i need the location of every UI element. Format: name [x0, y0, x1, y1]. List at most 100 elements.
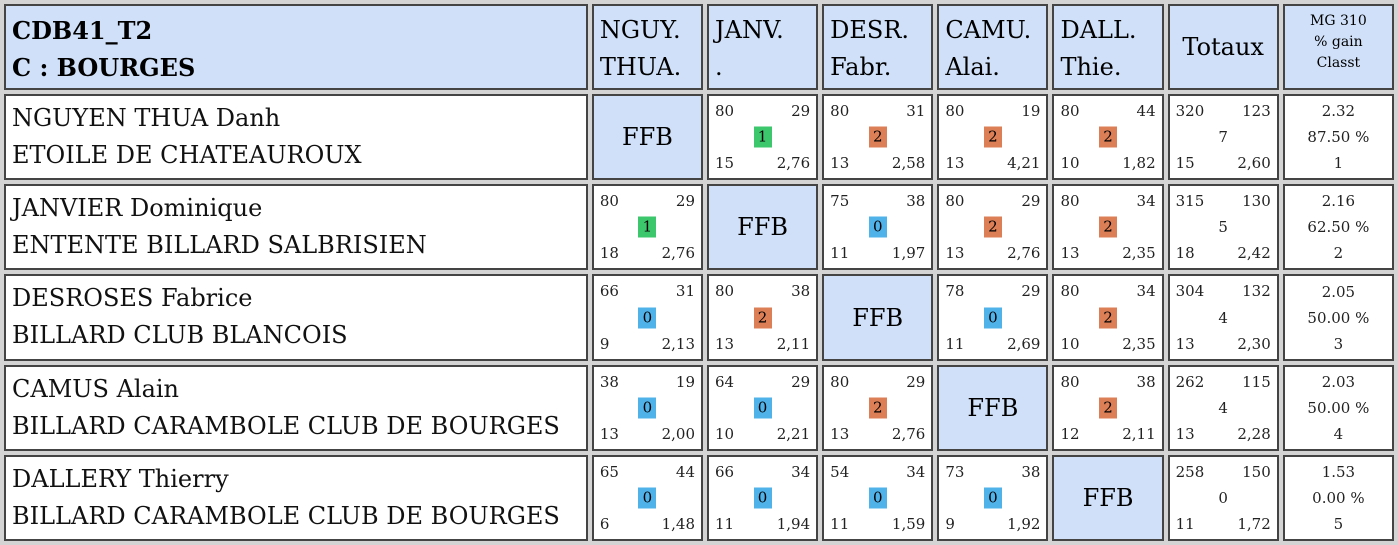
match-average: 2,76 [891, 424, 926, 443]
self-match-cell: FFB [707, 184, 819, 271]
player-club: BILLARD CLUB BLANCOIS [12, 321, 348, 350]
player-name: CAMUS Alain [12, 374, 180, 403]
match-points-badge: 2 [1099, 216, 1118, 238]
match-points-against: 38 [1136, 372, 1156, 391]
win-percentage: 0.00 % [1312, 488, 1365, 507]
player-row: NGUYEN THUA Danh ETOILE DE CHATEAUROUX FFB… [4, 94, 1394, 181]
player-club: BILLARD CARAMBOLE CLUB DE BOURGES [12, 411, 560, 440]
totals-cell: 320 123 7 15 2,60 [1167, 94, 1279, 181]
win-percent-label: % gain [1314, 34, 1363, 50]
match-average: 2,35 [1122, 334, 1156, 353]
total-points-against: 132 [1242, 282, 1271, 301]
match-points-scored: 66 [715, 462, 735, 481]
match-innings: 11 [830, 515, 850, 533]
match-result-cell: 80 19 2 13 4,21 [937, 94, 1049, 181]
match-points-badge: 0 [753, 487, 772, 509]
match-points-wrapper: 0 [824, 487, 931, 509]
match-points-scored: 78 [945, 282, 965, 301]
match-points-badge: 2 [1099, 397, 1118, 419]
win-percentage: 87.50 % [1307, 128, 1370, 147]
match-average: 2,11 [1122, 424, 1156, 443]
general-average: 2.32 [1321, 102, 1356, 121]
match-points-badge: 2 [868, 397, 887, 419]
match-points-wrapper: 2 [939, 126, 1046, 148]
column-header-line-2: Alai. [945, 53, 1000, 81]
match-innings: 13 [715, 334, 735, 353]
total-match-points: 5 [1218, 218, 1228, 237]
match-result-cell: 80 31 2 13 2,58 [822, 94, 934, 181]
match-result-cell: 80 34 2 10 2,35 [1052, 274, 1164, 361]
average-cell: 2.03 50.00 % 4 [1282, 364, 1394, 451]
match-points-badge: 0 [638, 307, 657, 329]
match-result-cell: 75 38 0 11 1,97 [822, 184, 934, 271]
player-club: BILLARD CARAMBOLE CLUB DE BOURGES [12, 501, 560, 530]
total-match-points: 7 [1218, 128, 1228, 147]
match-innings: 11 [715, 515, 735, 533]
self-match-cell: FFB [591, 94, 703, 181]
match-points-scored: 80 [945, 192, 965, 211]
match-innings: 11 [830, 244, 850, 263]
match-points-scored: 80 [1060, 102, 1080, 121]
match-result-cell: 80 38 2 12 2,11 [1052, 364, 1164, 451]
match-points-against: 31 [675, 282, 695, 301]
match-points-scored: 80 [830, 102, 850, 121]
rank: 1 [1333, 154, 1344, 173]
win-percentage: 50.00 % [1307, 398, 1370, 417]
total-innings: 15 [1175, 154, 1195, 173]
match-points-wrapper: 2 [1054, 216, 1161, 238]
match-points-wrapper: 0 [824, 216, 931, 238]
match-innings: 9 [945, 515, 955, 533]
average-cell: 2.16 62.50 % 2 [1282, 184, 1394, 271]
match-points-against: 34 [791, 462, 811, 481]
total-points-scored: 304 [1175, 282, 1205, 301]
totals-cell: 315 130 5 18 2,42 [1167, 184, 1279, 271]
match-innings: 11 [945, 334, 965, 353]
total-average: 2,28 [1237, 424, 1271, 443]
totals-header: Totaux [1167, 4, 1279, 91]
match-innings: 10 [1060, 154, 1080, 173]
match-average: 2,00 [661, 424, 695, 443]
player-cell: DALLERY Thierry BILLARD CARAMBOLE CLUB DE… [4, 454, 588, 541]
match-innings: 10 [1060, 334, 1080, 353]
match-points-scored: 38 [599, 372, 619, 391]
column-header-player-3: DESR. Fabr. [822, 4, 934, 91]
win-percentage: 62.50 % [1307, 218, 1370, 237]
total-points-scored: 320 [1175, 102, 1205, 121]
match-innings: 15 [715, 154, 735, 173]
column-header-line-1: DALL. [1060, 16, 1137, 44]
player-cell: DESROSES Fabrice BILLARD CLUB BLANCOIS [4, 274, 588, 361]
match-points-scored: 80 [1060, 372, 1080, 391]
title-line-1: CDB41_T2 [12, 16, 153, 45]
match-points-against: 29 [675, 192, 695, 211]
match-points-badge: 1 [638, 216, 657, 238]
match-points-badge: 2 [983, 216, 1002, 238]
match-points-wrapper: 2 [824, 397, 931, 419]
player-cell: JANVIER Dominique ENTENTE BILLARD SALBRIS… [4, 184, 588, 271]
match-innings: 18 [599, 244, 619, 263]
match-points-against: 34 [1136, 192, 1156, 211]
match-points-badge: 2 [1099, 307, 1118, 329]
match-points-wrapper: 2 [939, 216, 1046, 238]
player-club: ETOILE DE CHATEAUROUX [12, 141, 362, 170]
total-average: 2,30 [1237, 334, 1271, 353]
general-average: 2.05 [1321, 282, 1356, 301]
match-points-wrapper: 0 [939, 487, 1046, 509]
match-points-badge: 0 [753, 397, 772, 419]
match-average: 1,82 [1122, 154, 1156, 173]
match-points-against: 34 [906, 462, 926, 481]
match-points-wrapper: 1 [594, 216, 701, 238]
title-line-2: C : BOURGES [12, 53, 196, 82]
player-row: CAMUS Alain BILLARD CARAMBOLE CLUB DE BOU… [4, 364, 1394, 451]
match-average: 2,76 [661, 244, 695, 263]
player-name: DALLERY Thierry [12, 464, 229, 493]
match-points-wrapper: 2 [709, 307, 816, 329]
match-result-cell: 66 34 0 11 1,94 [707, 454, 819, 541]
match-result-cell: 80 29 2 13 2,76 [822, 364, 934, 451]
match-result-cell: 65 44 0 6 1,48 [591, 454, 703, 541]
match-points-badge: 2 [868, 126, 887, 148]
match-points-scored: 80 [945, 102, 965, 121]
match-result-cell: 54 34 0 11 1,59 [822, 454, 934, 541]
match-points-against: 29 [791, 372, 811, 391]
total-match-points: 4 [1218, 398, 1228, 417]
match-average: 1,92 [1007, 515, 1041, 533]
